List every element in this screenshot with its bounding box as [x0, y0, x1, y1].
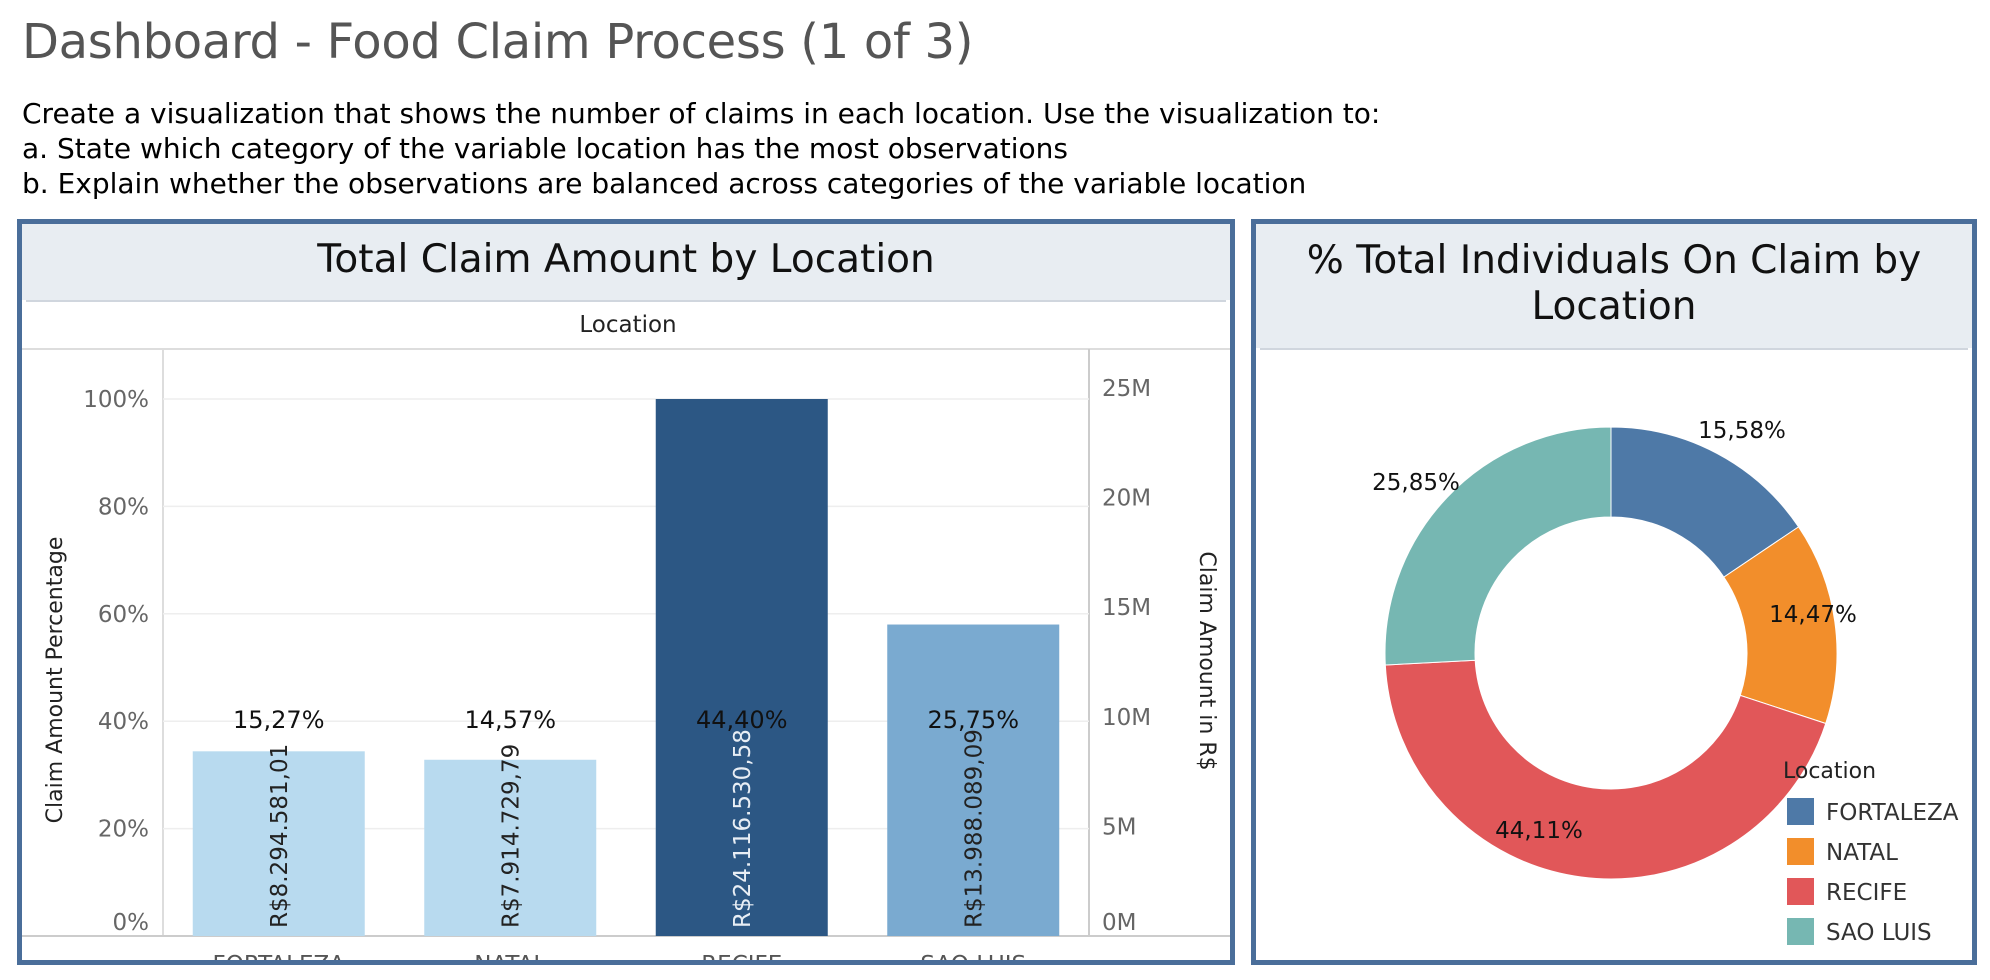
y2-tick-label: 0M — [1102, 910, 1136, 936]
bar-percent-label: 25,75% — [927, 706, 1019, 734]
x-tick-label: FORTALEZA — [213, 952, 346, 960]
legend-label: FORTALEZA — [1826, 800, 1959, 826]
y2-tick-label: 10M — [1102, 705, 1151, 731]
y-tick-label: 80% — [98, 494, 149, 520]
y-tick-label: 60% — [98, 602, 149, 628]
instruction-line: a. State which category of the variable … — [22, 132, 1068, 165]
dashboard-title: Dashboard - Food Claim Process (1 of 3) — [22, 14, 974, 70]
bar-chart-panel: Total Claim Amount by Location Location 0… — [17, 219, 1235, 965]
y2-tick-label: 25M — [1102, 376, 1151, 402]
bar-percent-label: 44,40% — [696, 706, 788, 734]
legend-swatch — [1787, 838, 1814, 865]
x-tick-label: SAO LUIS — [920, 952, 1026, 960]
column-header-location: Location — [579, 312, 676, 338]
legend-title: Location — [1783, 759, 1876, 784]
donut-slice-sao-luis — [1384, 426, 1612, 666]
bar-value-label: R$8.294.581,01 — [267, 744, 293, 928]
y2-tick-label: 20M — [1102, 486, 1151, 512]
donut-slice-label: 44,11% — [1495, 818, 1583, 844]
legend-swatch — [1787, 918, 1814, 945]
legend-swatch — [1787, 878, 1814, 905]
bar-value-label: R$13.988.089,09 — [961, 729, 987, 928]
legend-label: SAO LUIS — [1826, 920, 1932, 946]
donut-slice-label: 15,58% — [1698, 418, 1786, 444]
bar-value-label: R$24.116.530,58 — [730, 729, 756, 928]
x-tick-label: RECIFE — [701, 952, 782, 960]
y-tick-label: 40% — [98, 709, 149, 735]
donut-chart-panel: % Total Individuals On Claim by Location… — [1251, 219, 1977, 965]
legend-swatch — [1787, 798, 1814, 825]
y2-tick-label: 15M — [1102, 595, 1151, 621]
bar-chart: Location 0% 20% 40% 60% 80% 100% 0M 5M 10M 15M 20M 2… — [22, 312, 1230, 960]
bar-sao-luis — [887, 624, 1060, 936]
bar-value-label: R$7.914.729,79 — [498, 744, 524, 928]
donut-slice-label: 14,47% — [1769, 602, 1857, 628]
instructions: Create a visualization that shows the nu… — [22, 96, 1380, 201]
bar-chart-title: Total Claim Amount by Location — [22, 224, 1230, 300]
instruction-line: Create a visualization that shows the nu… — [22, 97, 1381, 130]
donut-chart-title: % Total Individuals On Claim by Location — [1256, 224, 1972, 348]
instruction-line: b. Explain whether the observations are … — [22, 167, 1307, 200]
y-tick-label: 0% — [113, 910, 150, 936]
y2-tick-label: 5M — [1102, 814, 1136, 840]
bar-percent-label: 15,27% — [233, 706, 325, 734]
legend-label: RECIFE — [1826, 880, 1907, 906]
legend-label: NATAL — [1826, 840, 1898, 866]
donut-slice-recife — [1384, 659, 1827, 880]
header-divider — [1260, 348, 1968, 350]
y-tick-label: 100% — [83, 387, 149, 413]
donut-chart: 15,58% 14,47% 44,11% 25,85% Location FORTALEZ… — [1372, 418, 1959, 946]
y-tick-label: 20% — [98, 817, 149, 843]
bar-natal — [424, 759, 597, 936]
header-divider — [26, 300, 1226, 302]
y-axis-title: Claim Amount Percentage — [43, 537, 68, 824]
y2-axis-title: Claim Amount in R$ — [1194, 551, 1219, 770]
bar-recife — [655, 399, 828, 936]
donut-slice-label: 25,85% — [1372, 470, 1460, 496]
bar-fortaleza — [192, 751, 365, 936]
x-tick-label: NATAL — [474, 952, 546, 960]
bar-percent-label: 14,57% — [464, 706, 556, 734]
